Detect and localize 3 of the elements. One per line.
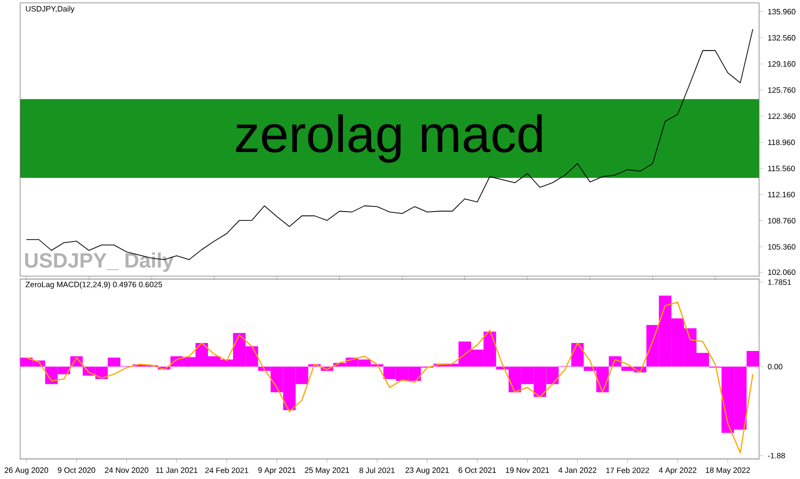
annotation: USDJPY_ Daily bbox=[25, 252, 174, 272]
text: zerolag macd bbox=[236, 114, 542, 163]
bar bbox=[746, 351, 760, 367]
